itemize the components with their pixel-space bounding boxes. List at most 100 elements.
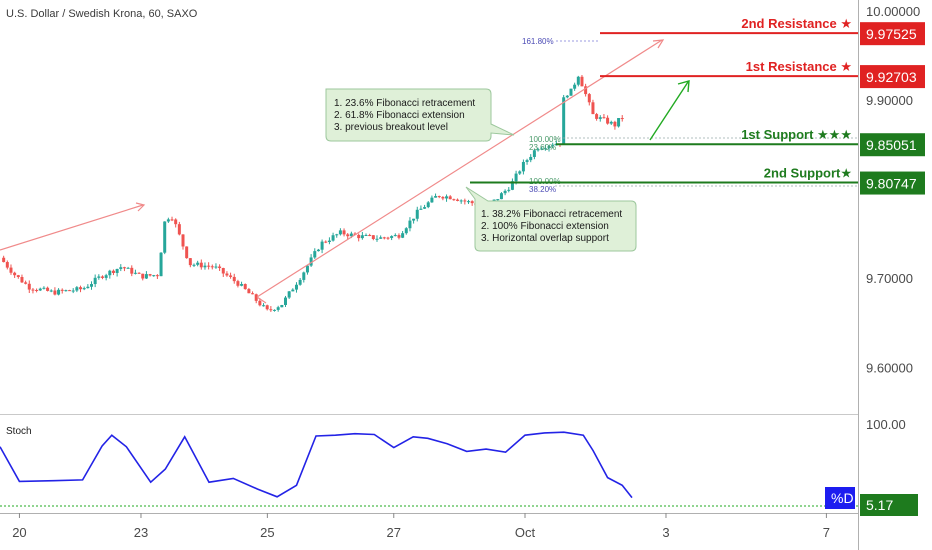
candle-body — [357, 234, 361, 239]
candle-body — [606, 117, 610, 124]
candle-body — [309, 257, 313, 266]
candle-body — [298, 279, 302, 285]
candle-body — [617, 118, 621, 127]
x-tick-label[interactable]: 3 — [662, 525, 669, 540]
candle-body — [349, 233, 353, 237]
level-price-s1: 9.85051 — [866, 137, 917, 153]
note-lower: 1. 38.2% Fibonacci retracement 2. 100% F… — [465, 186, 637, 252]
candle-body — [254, 294, 258, 301]
x-tick-label[interactable]: 27 — [387, 525, 401, 540]
candle-body — [613, 121, 617, 127]
candle-body — [221, 268, 225, 274]
candle-body — [126, 267, 130, 269]
candle-body — [64, 290, 68, 292]
candle-body — [591, 102, 595, 115]
y-tick-label[interactable]: 9.60000 — [866, 360, 913, 375]
candle-body — [144, 274, 148, 279]
y-tick-label[interactable]: 10.00000 — [866, 4, 920, 19]
trend-line-left-arrow — [135, 202, 146, 212]
candle-body — [192, 264, 196, 266]
candle-body — [602, 117, 606, 119]
candle-body — [49, 290, 53, 292]
candle-body — [467, 201, 471, 203]
candle-body — [313, 251, 317, 258]
time-axis[interactable]: 20 23 25 27 Oct 3 7 — [12, 513, 830, 540]
level-label-r2: 2nd Resistance ★ — [741, 16, 852, 31]
candle-body — [20, 277, 24, 283]
candle-body — [16, 275, 20, 278]
candle-body — [598, 117, 602, 119]
candle-body — [430, 197, 434, 203]
candle-body — [247, 289, 251, 294]
candle-body — [90, 284, 94, 287]
stoch-value-tag — [860, 494, 918, 516]
candle-body — [445, 196, 449, 199]
candle-body — [327, 240, 331, 242]
price-axis[interactable]: 10.00000 9.90000 9.70000 9.60000 — [866, 4, 920, 375]
candle-body — [24, 282, 28, 284]
candle-body — [375, 238, 379, 240]
candle-body — [236, 281, 240, 286]
trend-channel-arrow — [652, 39, 665, 49]
fibonacci-levels: 161.80% 100.00% 23.60% 100.00% 38.20% — [522, 37, 858, 194]
level-label-s1: 1st Support ★★★ — [741, 127, 852, 142]
candle-body — [68, 290, 72, 292]
candle-body — [529, 156, 533, 161]
trend-channel-base — [256, 296, 267, 304]
candle-body — [503, 190, 507, 194]
note-lower-line-3: 3. Horizontal overlap support — [481, 233, 609, 244]
candle-body — [518, 171, 522, 174]
candle-body — [262, 305, 266, 307]
candle-body — [543, 148, 547, 150]
candle-body — [269, 309, 273, 311]
candle-body — [46, 287, 50, 291]
x-tick-label[interactable]: Oct — [515, 525, 536, 540]
candle-body — [294, 284, 298, 290]
candle-body — [470, 201, 474, 204]
x-tick-label[interactable]: 23 — [134, 525, 148, 540]
candle-body — [170, 219, 174, 221]
candle-body — [419, 208, 423, 210]
x-tick-label[interactable]: 7 — [823, 525, 830, 540]
candle-body — [540, 148, 544, 150]
candles — [2, 75, 624, 312]
y-tick-label[interactable]: 9.70000 — [866, 271, 913, 286]
candle-body — [280, 305, 284, 308]
stoch-badge-label: %D — [831, 490, 854, 506]
y-tick-label[interactable]: 9.90000 — [866, 93, 913, 108]
note-upper: 1. 23.6% Fibonacci retracement 2. 61.8% … — [325, 88, 515, 142]
candle-body — [100, 276, 104, 278]
candle-body — [218, 266, 222, 269]
candle-body — [364, 235, 368, 237]
candle-body — [408, 220, 412, 229]
candle-body — [119, 267, 123, 269]
candle-body — [510, 181, 514, 190]
candle-body — [371, 235, 375, 239]
symbol-title: U.S. Dollar / Swedish Krona, 60, SAXO — [6, 8, 198, 20]
fib-100-label: 100.00% — [529, 135, 561, 144]
candle-body — [595, 114, 599, 119]
stoch-label: Stoch — [6, 426, 32, 437]
candle-body — [463, 200, 467, 202]
candle-body — [360, 235, 364, 239]
candle-body — [79, 287, 83, 290]
x-tick-label[interactable]: 25 — [260, 525, 274, 540]
x-tick-label[interactable]: 20 — [12, 525, 26, 540]
candle-body — [196, 262, 200, 265]
candle-body — [551, 145, 555, 147]
candle-body — [155, 275, 159, 277]
candle-body — [210, 266, 214, 268]
candle-body — [283, 297, 287, 306]
candle-body — [620, 118, 624, 120]
candle-body — [232, 276, 236, 282]
candle-body — [287, 291, 291, 298]
candle-body — [122, 267, 126, 269]
note-lower-line-1: 1. 38.2% Fibonacci retracement — [481, 209, 622, 220]
candle-body — [576, 76, 580, 85]
candle-body — [9, 267, 13, 273]
candle-body — [302, 272, 306, 280]
level-tag-r2 — [860, 22, 925, 46]
projection-arrow — [649, 80, 690, 141]
trend-channel-line — [256, 39, 663, 298]
